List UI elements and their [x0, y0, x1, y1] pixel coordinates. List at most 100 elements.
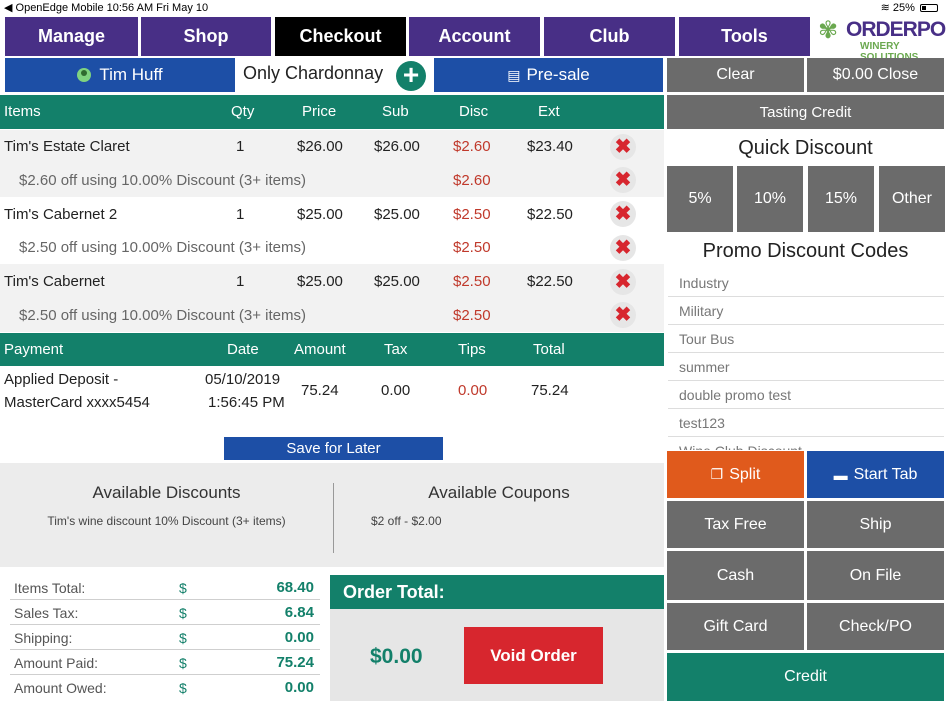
item-qty: 1 [236, 273, 245, 290]
item-row-bg [0, 130, 664, 197]
person-icon [77, 68, 92, 82]
tasting-credit-button[interactable]: Tasting Credit [667, 95, 944, 129]
payment-total: 75.24 [531, 382, 569, 399]
summary-label: Items Total: [14, 580, 86, 596]
order-total-title: Order Total: [343, 582, 445, 602]
flower-icon: ✾ [818, 17, 839, 44]
nav-shop[interactable]: Shop [141, 17, 271, 56]
payment-amount: 75.24 [301, 382, 339, 399]
summary-label: Shipping: [14, 630, 73, 646]
nav-manage[interactable]: Manage [5, 17, 138, 56]
header-date: Date [227, 341, 259, 358]
remove-item-icon[interactable]: ✖ [610, 134, 636, 160]
item-discount-amount: $2.50 [453, 239, 491, 256]
payment-date-line1: 05/10/2019 [205, 371, 281, 388]
quick-discount-5[interactable]: 5% [667, 166, 733, 232]
copy-icon: ❐ [710, 466, 724, 482]
split-button[interactable]: ❐ Split [667, 451, 804, 498]
promo-code-item[interactable]: Wine Club Discount [668, 438, 944, 450]
nav-account[interactable]: Account [409, 17, 540, 56]
header-disc: Disc [459, 103, 489, 120]
void-order-button[interactable]: Void Order [464, 627, 603, 684]
available-coupon-item[interactable]: $2 off - $2.00 [371, 514, 442, 528]
summary-divider [10, 599, 320, 600]
item-disc: $2.50 [453, 273, 491, 290]
order-total-header: Order Total: [330, 575, 664, 609]
nav-club[interactable]: Club [544, 17, 675, 56]
promo-code-item[interactable]: double promo test [668, 382, 944, 409]
summary-value: 6.84 [284, 604, 314, 621]
ship-button[interactable]: Ship [807, 501, 944, 548]
status-right: ≋ 25% [881, 1, 938, 14]
promo-code-list[interactable]: Industry Military Tour Bus summer double… [668, 270, 944, 450]
status-left: ◀ OpenEdge Mobile 10:56 AM Fri May 10 [4, 2, 209, 14]
item-price: $26.00 [297, 138, 343, 155]
save-for-later-button[interactable]: Save for Later [224, 437, 443, 460]
summary-currency: $ [179, 655, 187, 671]
start-tab-label: Start Tab [853, 465, 918, 483]
summary-label: Amount Owed: [14, 680, 107, 696]
payment-date-line2: 1:56:45 PM [208, 394, 285, 411]
battery-percent: 25% [892, 2, 915, 14]
promo-code-item[interactable]: Military [668, 298, 944, 325]
discounts-panel [0, 463, 664, 567]
item-row-bg [0, 264, 664, 332]
nav-tools[interactable]: Tools [679, 17, 810, 56]
item-name: Tim's Estate Claret [4, 138, 130, 155]
promo-code-item[interactable]: summer [668, 354, 944, 381]
remove-discount-icon[interactable]: ✖ [610, 167, 636, 193]
remove-item-icon[interactable]: ✖ [610, 201, 636, 227]
logo-subtitle: WINERY SOLUTIONS [860, 41, 918, 63]
start-tab-button[interactable]: ▬ Start Tab [807, 451, 944, 498]
item-qty: 1 [236, 138, 245, 155]
order-total-value: $0.00 [370, 645, 423, 668]
tax-free-button[interactable]: Tax Free [667, 501, 804, 548]
payment-tips: 0.00 [458, 382, 488, 399]
split-label: Split [729, 465, 761, 483]
summary-value: 75.24 [276, 654, 314, 671]
cash-button[interactable]: Cash [667, 551, 804, 600]
summary-currency: $ [179, 580, 187, 596]
summary-label: Sales Tax: [14, 605, 79, 621]
nav-checkout[interactable]: Checkout [275, 17, 406, 56]
quick-discount-10[interactable]: 10% [737, 166, 803, 232]
item-sub: $25.00 [374, 273, 420, 290]
items-header: Items Qty Price Sub Disc Ext [0, 95, 664, 129]
summary-divider [10, 624, 320, 625]
quick-discount-other[interactable]: Other [879, 166, 945, 232]
summary-value: 68.40 [276, 579, 314, 596]
logo-brand: ORDERPORT [846, 18, 946, 41]
item-price: $25.00 [297, 206, 343, 223]
check-po-button[interactable]: Check/PO [807, 603, 944, 650]
promo-code-item[interactable]: Industry [668, 270, 944, 297]
promo-code-item[interactable]: Tour Bus [668, 326, 944, 353]
header-items: Items [4, 103, 41, 120]
add-icon[interactable]: + [396, 61, 426, 91]
presale-button[interactable]: ▤ Pre-sale [434, 58, 663, 92]
quick-discount-15[interactable]: 15% [808, 166, 874, 232]
remove-discount-icon[interactable]: ✖ [610, 302, 636, 328]
orderport-logo: ✾ ORDERPORT WINERY SOLUTIONS [812, 17, 946, 63]
item-disc: $2.60 [453, 138, 491, 155]
on-file-button[interactable]: On File [807, 551, 944, 600]
remove-discount-icon[interactable]: ✖ [610, 235, 636, 261]
credit-button[interactable]: Credit [667, 653, 944, 701]
header-qty: Qty [231, 103, 255, 120]
customer-name: Tim Huff [99, 65, 163, 84]
item-sub: $25.00 [374, 206, 420, 223]
summary-divider [10, 674, 320, 675]
customer-button[interactable]: Tim Huff [5, 58, 235, 92]
gift-card-button[interactable]: Gift Card [667, 603, 804, 650]
clear-button[interactable]: Clear [667, 58, 804, 92]
header-amount: Amount [294, 341, 346, 358]
item-disc: $2.50 [453, 206, 491, 223]
payment-header: Payment Date Amount Tax Tips Total [0, 333, 664, 366]
summary-value: 0.00 [284, 679, 314, 696]
customer-subtitle: Only Chardonnay [243, 63, 384, 83]
close-button[interactable]: $0.00 Close [807, 58, 944, 92]
available-discount-item[interactable]: Tim's wine discount 10% Discount (3+ ite… [47, 514, 286, 528]
available-coupons-title: Available Coupons [428, 483, 570, 502]
summary-currency: $ [179, 680, 187, 696]
remove-item-icon[interactable]: ✖ [610, 269, 636, 295]
promo-code-item[interactable]: test123 [668, 410, 944, 437]
